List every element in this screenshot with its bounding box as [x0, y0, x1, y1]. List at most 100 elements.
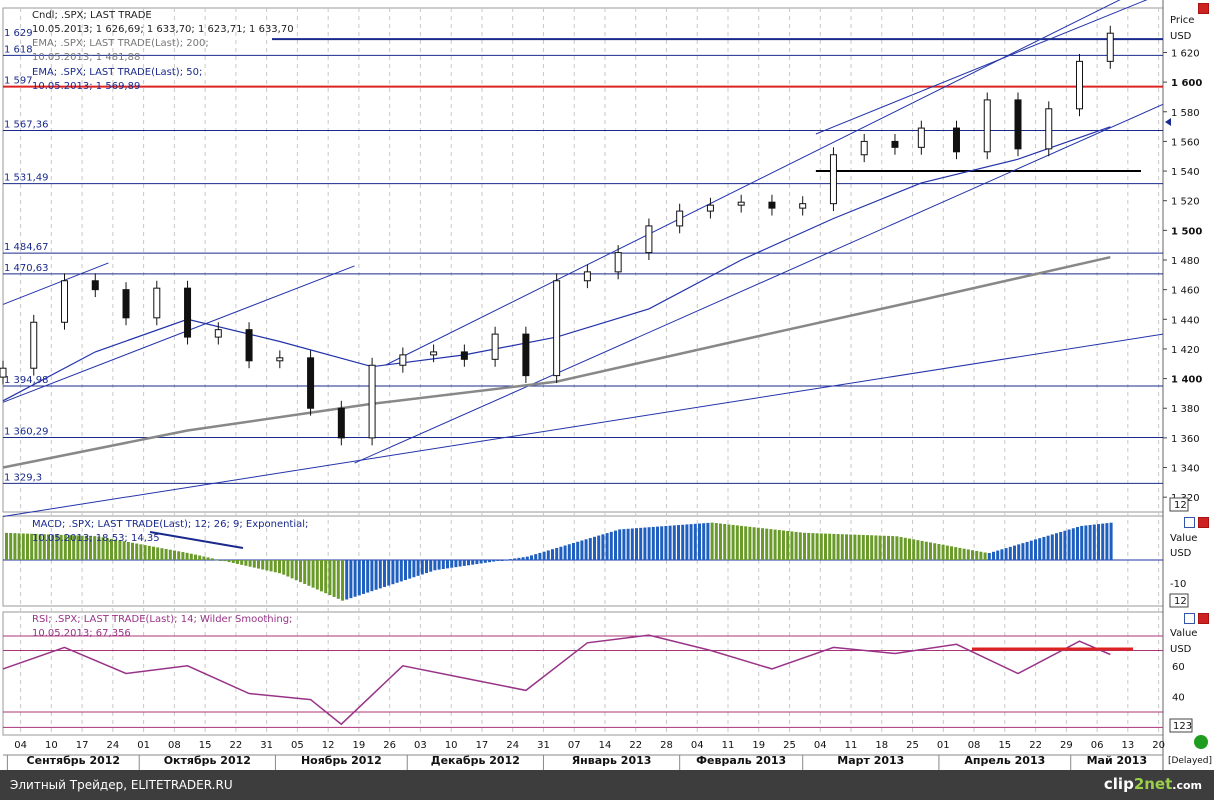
x-tick-label: 11 — [845, 740, 858, 751]
y-tick-label: 1 500 — [1171, 226, 1202, 237]
candle-body — [583, 271, 591, 282]
macd-bar — [227, 560, 231, 563]
macd-tick-label: -10 — [1170, 579, 1186, 590]
macd-bar — [605, 533, 609, 560]
macd-bar — [114, 539, 118, 560]
macd-bar — [156, 547, 160, 560]
y-tick-label: 1 620 — [1171, 48, 1200, 59]
macd-bar — [51, 534, 55, 560]
macd-bar — [895, 536, 899, 560]
x-tick-label: 08 — [968, 740, 981, 751]
footer-bar: Элитный Трейдер, ELITETRADER.RU clip2net… — [0, 770, 1214, 800]
x-tick-label: 24 — [506, 740, 519, 751]
macd-bar — [492, 560, 496, 562]
macd-bar — [593, 536, 596, 560]
x-tick-label: 06 — [1091, 740, 1104, 751]
rsi-minimize-button[interactable] — [1184, 613, 1195, 624]
macd-bar — [635, 528, 638, 560]
x-tick-label: 24 — [106, 740, 119, 751]
macd-bar — [126, 542, 130, 560]
macd-bar — [916, 540, 920, 560]
price-close-button[interactable] — [1198, 3, 1209, 14]
macd-bar — [320, 560, 323, 592]
macd-minimize-button[interactable] — [1184, 517, 1195, 528]
macd-bar — [152, 546, 155, 560]
macd-bar — [353, 560, 357, 597]
macd-bar — [1038, 538, 1042, 560]
macd-bar — [731, 524, 735, 560]
trend-line — [385, 0, 1121, 366]
macd-bar — [290, 560, 294, 579]
month-label: Ноябрь 2012 — [301, 754, 382, 767]
macd-bar — [404, 560, 407, 581]
rsi-series-line — [2, 634, 1111, 726]
x-tick-label: 12 — [322, 740, 335, 751]
macd-bar — [744, 526, 748, 560]
macd-bar — [677, 525, 680, 560]
price-header-line: EMA; .SPX; LAST TRADE(Last); 50; — [32, 67, 202, 78]
rsi-close-button[interactable] — [1198, 613, 1209, 624]
macd-scale-badge-box — [1169, 593, 1189, 608]
candle-body — [737, 201, 745, 206]
candle-body — [917, 127, 925, 148]
macd-bar — [420, 560, 424, 575]
x-tick-label: 15 — [199, 740, 212, 751]
macd-bar — [269, 560, 273, 572]
macd-bar — [5, 532, 8, 560]
macd-bar — [1046, 535, 1050, 560]
macd-histogram — [3, 522, 1163, 601]
macd-bar — [160, 548, 164, 560]
macd-bar — [521, 557, 525, 560]
macd-bar — [945, 545, 949, 560]
macd-bar — [572, 543, 575, 560]
y-tick-label: 1 540 — [1171, 167, 1200, 178]
macd-bar — [786, 530, 790, 560]
candle-body — [983, 99, 991, 153]
y-tick-label: 1 440 — [1171, 315, 1200, 326]
macd-bar — [891, 536, 895, 560]
macd-bar — [1105, 523, 1109, 560]
level-label: 1 360,29 — [4, 426, 49, 437]
macd-bar — [832, 533, 836, 560]
price-header-line: 10.05.2013; 1 626,69; 1 633,70; 1 623,71… — [32, 24, 294, 35]
macd-bar — [584, 539, 588, 560]
macd-bar — [332, 560, 336, 597]
macd-bar — [72, 535, 76, 560]
macd-bar — [341, 560, 344, 601]
macd-bar — [525, 556, 529, 560]
macd-bar — [941, 544, 945, 560]
macd-bar — [643, 527, 647, 560]
macd-bar — [958, 547, 962, 560]
macd-bar — [454, 560, 458, 568]
macd-bar — [840, 534, 844, 560]
macd-close-button[interactable] — [1198, 517, 1209, 528]
macd-bar — [1092, 524, 1096, 560]
macd-bar — [849, 534, 853, 560]
macd-bar — [660, 526, 664, 560]
macd-bar — [622, 529, 626, 560]
month-label: Февраль 2013 — [696, 754, 786, 767]
candle-body — [553, 280, 561, 377]
macd-bar — [105, 538, 109, 560]
macd-bar — [819, 533, 823, 560]
x-tick-label: 03 — [414, 740, 427, 751]
candle-body — [276, 357, 284, 362]
current-value-marker — [1165, 118, 1171, 126]
trend-line — [2, 265, 355, 403]
macd-bar — [324, 560, 328, 594]
macd-bar — [685, 524, 689, 560]
macd-bar — [248, 560, 252, 567]
macd-bar — [278, 560, 281, 574]
macd-bar — [252, 560, 256, 568]
candle-body — [891, 140, 899, 148]
macd-bar — [1076, 527, 1079, 560]
macd-bar — [689, 524, 693, 560]
macd-bar — [601, 534, 605, 560]
macd-bar — [1013, 545, 1016, 560]
macd-bar — [782, 530, 785, 560]
macd-bar — [286, 560, 290, 577]
candle-body — [368, 364, 376, 439]
macd-bar — [1042, 536, 1046, 560]
delayed-status: [Delayed] — [1168, 756, 1212, 766]
macd-bar — [761, 528, 764, 560]
